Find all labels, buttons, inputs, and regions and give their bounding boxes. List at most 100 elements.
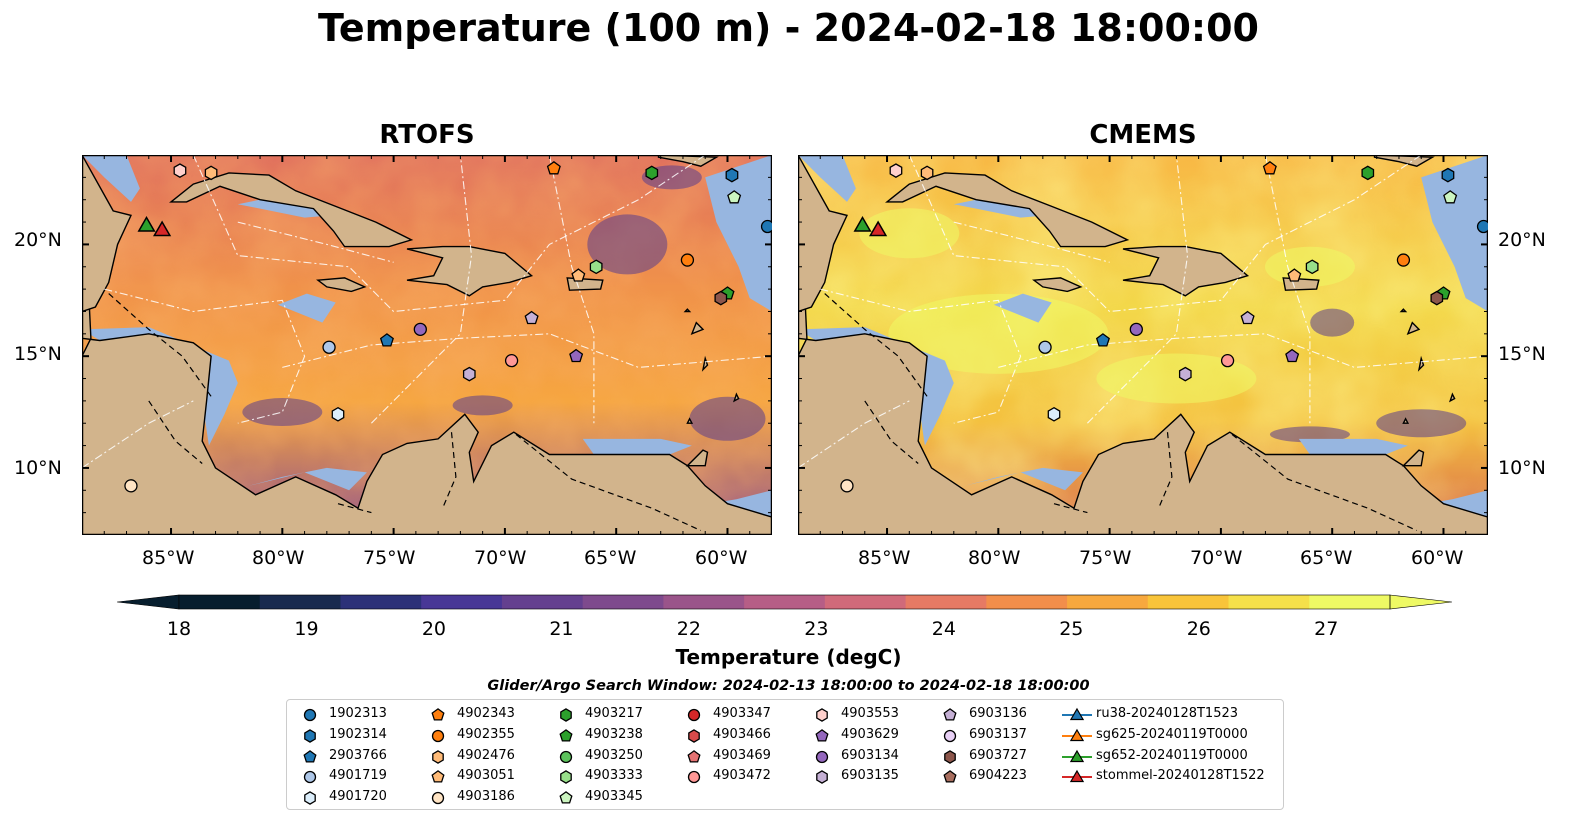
legend-label: 4903553 — [841, 706, 899, 721]
legend-marker — [559, 791, 573, 804]
national-border — [148, 400, 203, 464]
argo-float-4903217 — [1361, 165, 1375, 181]
legend-label: 4903629 — [841, 726, 899, 742]
national-border — [108, 293, 212, 397]
colorbar-bin — [179, 595, 261, 609]
cold-eddy — [587, 214, 668, 275]
colorbar-bin — [501, 595, 584, 609]
colorbar-bin — [986, 595, 1068, 609]
argo-float-4901720 — [331, 406, 345, 422]
lon-label-75-right: 75°W — [1079, 547, 1132, 569]
legend-marker-icon — [1062, 749, 1092, 762]
landmass — [1448, 392, 1456, 403]
legend-marker-icon — [815, 750, 829, 763]
argo-float-4903333 — [1305, 259, 1319, 275]
legend-marker-icon — [1062, 707, 1092, 721]
legend-label: 6903727 — [969, 747, 1027, 763]
national-border — [515, 433, 702, 532]
argo-float-4902343 — [546, 160, 561, 175]
lon-label-75-left: 75°W — [363, 547, 416, 569]
argo-float-6903134 — [1129, 322, 1143, 337]
landmass — [82, 155, 772, 535]
legend-marker-icon — [560, 708, 572, 722]
legend-marker — [943, 708, 957, 721]
legend-marker-icon — [431, 792, 445, 805]
legend-label: 4902343 — [457, 706, 515, 721]
argo-float-1902313 — [760, 219, 772, 234]
lat-label-15-left: 15°N — [14, 343, 62, 365]
landmass — [316, 277, 367, 293]
lon-label-80-left: 80°W — [252, 547, 305, 569]
lon-label-65-right: 65°W — [1300, 547, 1353, 569]
argo-float-1902314 — [1441, 167, 1455, 183]
national-border — [337, 503, 372, 514]
argo-float-6903136 — [1240, 310, 1255, 325]
national-border — [864, 400, 919, 464]
search-window-label: Glider/Argo Search Window: 2024-02-13 18… — [487, 678, 1090, 694]
colorbar-extend-max — [1389, 594, 1452, 610]
glider-sg652-20240119T0000 — [853, 215, 872, 232]
legend-marker — [815, 750, 829, 763]
legend-label: 1902314 — [329, 726, 387, 742]
legend-marker — [815, 728, 829, 742]
colorbar-tick-label: 25 — [1059, 618, 1084, 640]
argo-float-4902343 — [1262, 160, 1277, 175]
eez-boundary — [192, 155, 706, 313]
landmass — [690, 321, 705, 336]
landmass — [686, 417, 694, 424]
legend-marker-icon — [431, 729, 445, 742]
eez-boundary — [1264, 155, 1311, 424]
eez-boundary — [953, 221, 1110, 263]
legend-marker-icon — [431, 708, 445, 721]
argo-float-4903629 — [1285, 348, 1300, 363]
legend-marker — [303, 771, 317, 784]
shallow-shelf — [964, 467, 1083, 491]
legend-marker-icon — [303, 749, 317, 763]
argo-float-6903134 — [413, 322, 427, 337]
lat-label-20-left: 20°N — [14, 229, 62, 251]
landmass — [1406, 321, 1421, 336]
argo-float-4902476 — [204, 165, 218, 181]
legend-label: 4903347 — [713, 706, 771, 721]
legend: 1902313 1902314 2903766 4901719 4901720 49023… — [286, 699, 1284, 810]
legend-marker — [687, 771, 701, 784]
argo-float-4902476 — [920, 165, 934, 181]
legend-label: 6903135 — [841, 768, 899, 784]
glider-stommel-20240128T1522 — [869, 220, 888, 237]
eez-boundary — [282, 333, 772, 368]
legend-marker — [560, 708, 572, 722]
colorbar-bin — [1228, 595, 1310, 609]
cold-eddy — [1269, 426, 1350, 443]
legend-marker-icon — [304, 791, 316, 806]
legend-label: 4903250 — [585, 747, 643, 763]
argo-float-4903333 — [589, 259, 603, 275]
shallow-shelf — [248, 467, 367, 491]
warm-eddy — [888, 293, 1109, 374]
landmass — [82, 155, 132, 313]
legend-marker — [687, 708, 701, 722]
argo-float-4903051 — [1287, 268, 1302, 282]
legend-label: 4903238 — [585, 726, 643, 742]
landmass — [798, 155, 1488, 535]
legend-marker-icon — [432, 749, 444, 764]
legend-marker-icon — [816, 770, 828, 785]
landmass — [406, 245, 534, 297]
argo-float-4903553 — [173, 163, 187, 178]
colorbar-tick-label: 20 — [421, 618, 447, 640]
colorbar-tick-label: 26 — [1186, 618, 1211, 640]
argo-float-6903136 — [524, 310, 539, 325]
legend-label: stommel-20240128T1522 — [1096, 768, 1265, 784]
legend-marker-icon — [559, 750, 573, 763]
cold-eddy — [242, 398, 323, 427]
legend-marker — [943, 729, 957, 742]
eez-boundary — [548, 155, 595, 424]
eez-boundary — [104, 288, 306, 424]
cold-eddy — [1310, 308, 1355, 337]
legend-label: 4901719 — [329, 768, 387, 784]
lon-label-85-left: 85°W — [142, 547, 195, 569]
legend-marker — [431, 792, 445, 805]
legend-label: 6903137 — [969, 726, 1027, 742]
cold-eddy — [689, 396, 766, 441]
legend-label: 4902476 — [457, 747, 515, 763]
colorbar-tick-label: 19 — [294, 618, 319, 640]
